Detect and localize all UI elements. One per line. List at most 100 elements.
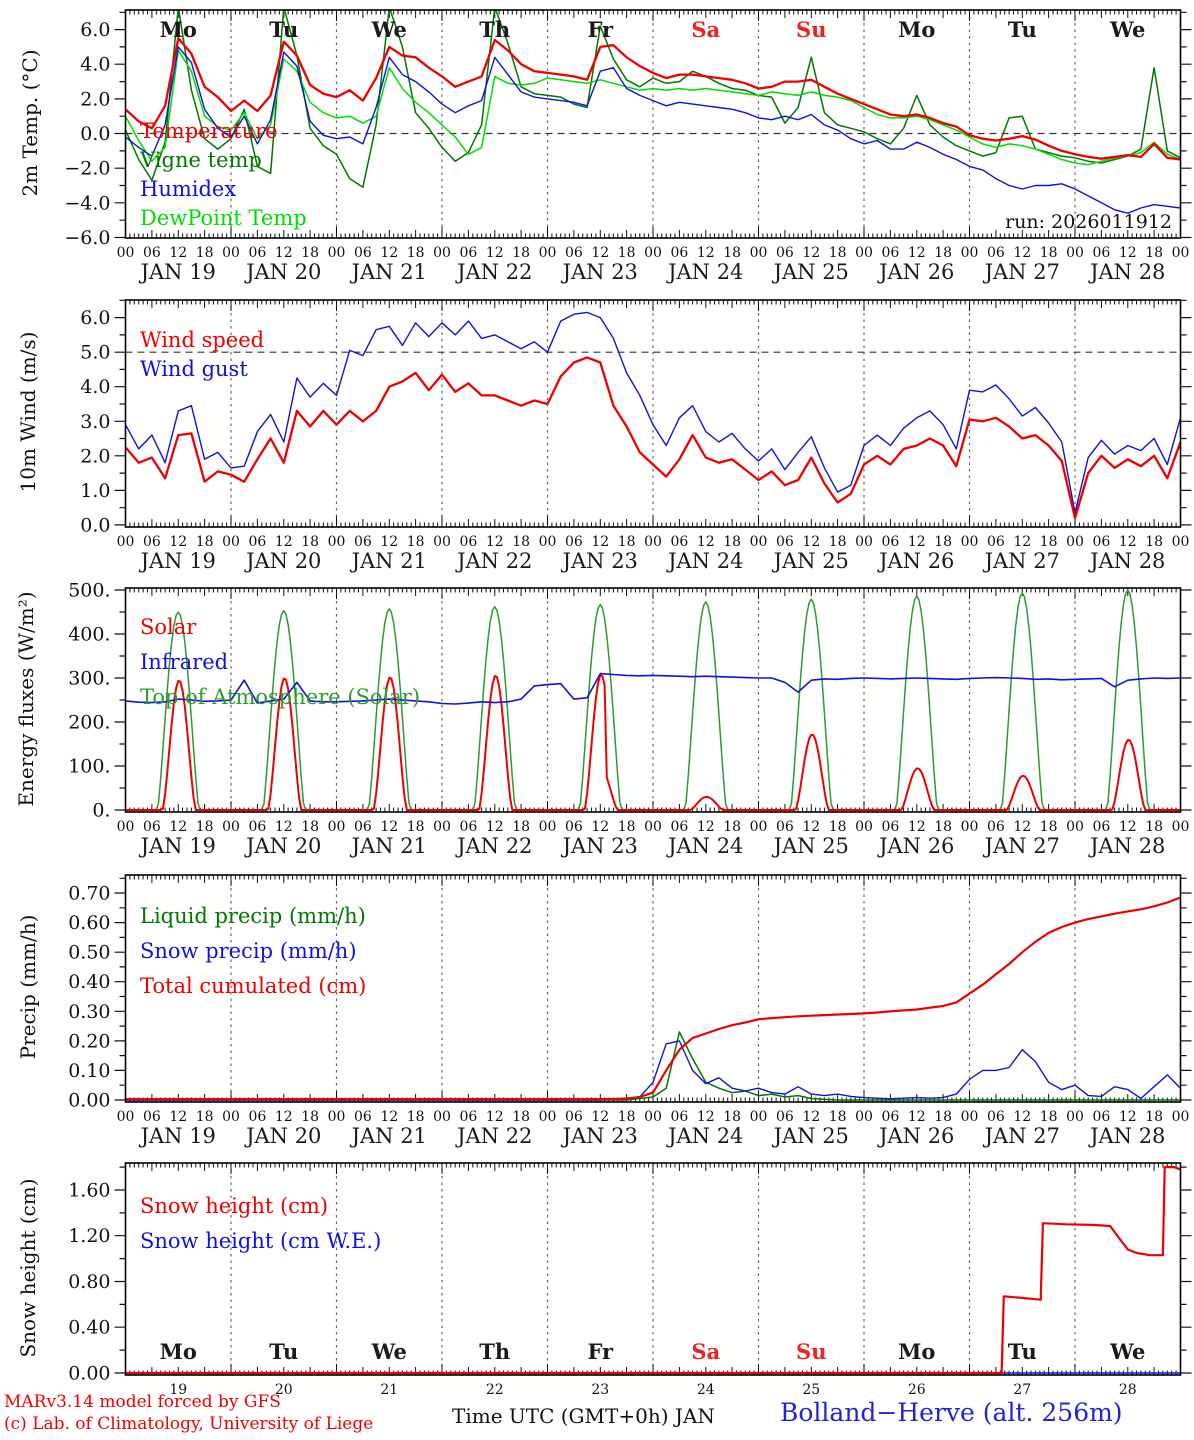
- date-label: JAN 24: [666, 260, 743, 284]
- weekday-label: Tu: [1008, 17, 1037, 42]
- y-tick-label: 500.: [68, 579, 110, 601]
- hour-label: 18: [1040, 245, 1058, 261]
- hour-label: 00: [117, 534, 135, 550]
- hour-label: 12: [802, 534, 820, 550]
- panel-border: [124, 1162, 1182, 1376]
- date-label: JAN 23: [561, 549, 638, 573]
- hour-label: 00: [222, 1109, 240, 1125]
- weekday-label: Mo: [898, 1339, 935, 1364]
- hour-label: 12: [169, 1109, 187, 1125]
- weekday-label: Th: [479, 1339, 510, 1364]
- legend-precip-0: Liquid precip (mm/h): [140, 904, 366, 928]
- hour-label: 12: [591, 245, 609, 261]
- run-stamp: run: 2026011912: [1005, 211, 1172, 233]
- hour-label: 06: [776, 534, 794, 550]
- hour-label: 00: [961, 1109, 979, 1125]
- solar-line: [125, 674, 1181, 811]
- hour-label: 06: [143, 534, 161, 550]
- hour-label: 12: [1013, 534, 1031, 550]
- date-label: JAN 25: [772, 260, 849, 284]
- hour-label: 18: [829, 534, 847, 550]
- hour-label: 18: [512, 1109, 530, 1125]
- legend-energy-fluxes-2: Top of Atmosphere (Solar): [140, 685, 420, 709]
- day-number-label: 26: [908, 1382, 926, 1398]
- hour-label: 18: [829, 245, 847, 261]
- hour-label: 18: [618, 534, 636, 550]
- date-label: JAN 22: [455, 834, 532, 858]
- hour-label: 06: [670, 245, 688, 261]
- hour-label: 12: [1119, 819, 1137, 835]
- y-tick-label: −6.0: [64, 227, 110, 249]
- hour-label: 12: [486, 534, 504, 550]
- hour-label: 00: [539, 245, 557, 261]
- hour-label: 18: [407, 1109, 425, 1125]
- hour-label: 18: [934, 245, 952, 261]
- footer-time-axis-label: Time UTC (GMT+0h) JAN: [452, 1404, 715, 1428]
- hour-label: 18: [407, 245, 425, 261]
- hour-label: 06: [565, 534, 583, 550]
- day-number-label: 19: [169, 1382, 187, 1398]
- hour-label: 06: [1092, 819, 1110, 835]
- hour-label: 12: [380, 1109, 398, 1125]
- hour-label: 12: [1119, 534, 1137, 550]
- date-label: JAN 20: [244, 834, 321, 858]
- y-tick-label: 5.0: [80, 342, 110, 364]
- legend-10m-wind-1: Wind gust: [140, 357, 248, 381]
- hour-label: 00: [328, 245, 346, 261]
- weekday-label: We: [1109, 17, 1145, 42]
- hour-label: 18: [301, 245, 319, 261]
- date-label: JAN 28: [1088, 1124, 1165, 1148]
- date-label: JAN 19: [139, 549, 216, 573]
- hour-label: 18: [196, 534, 214, 550]
- hour-label: 06: [776, 1109, 794, 1125]
- hour-label: 06: [1092, 534, 1110, 550]
- hour-label: 12: [908, 245, 926, 261]
- hour-label: 06: [565, 1109, 583, 1125]
- hour-label: 00: [539, 534, 557, 550]
- hour-label: 12: [486, 1109, 504, 1125]
- hour-label: 00: [1172, 245, 1190, 261]
- y-tick-label: 0.0: [80, 514, 110, 536]
- hour-label: 18: [301, 819, 319, 835]
- hour-label: 00: [1172, 819, 1190, 835]
- y-tick-label: 0.60: [68, 912, 110, 934]
- hour-label: 00: [433, 245, 451, 261]
- hour-label: 00: [117, 245, 135, 261]
- hour-label: 06: [143, 1109, 161, 1125]
- y-tick-label: 0.40: [68, 971, 110, 993]
- date-label: JAN 22: [455, 1124, 532, 1148]
- hour-label: 06: [987, 534, 1005, 550]
- date-label: JAN 27: [983, 260, 1060, 284]
- hour-label: 00: [644, 245, 662, 261]
- hour-label: 18: [1040, 819, 1058, 835]
- hour-label: 00: [117, 819, 135, 835]
- y-tick-label: 0.30: [68, 1001, 110, 1023]
- date-label: JAN 27: [983, 834, 1060, 858]
- weekday-label: Th: [479, 17, 510, 42]
- hour-label: 06: [987, 819, 1005, 835]
- y-tick-label: 2.0: [80, 88, 110, 110]
- hour-label: 12: [697, 245, 715, 261]
- footer-station-label: Bolland−Herve (alt. 256m): [780, 1398, 1123, 1427]
- hour-label: 06: [143, 245, 161, 261]
- hour-label: 12: [802, 819, 820, 835]
- hour-label: 06: [248, 1109, 266, 1125]
- hour-label: 18: [723, 1109, 741, 1125]
- date-label: JAN 24: [666, 549, 743, 573]
- hour-label: 12: [1013, 819, 1031, 835]
- date-label: JAN 19: [139, 260, 216, 284]
- hour-label: 06: [459, 245, 477, 261]
- hour-label: 06: [776, 245, 794, 261]
- hour-label: 06: [354, 245, 372, 261]
- legend-precip-1: Snow precip (mm/h): [140, 939, 357, 963]
- hour-label: 18: [829, 1109, 847, 1125]
- hour-label: 18: [512, 819, 530, 835]
- hour-label: 18: [407, 534, 425, 550]
- hour-label: 12: [275, 819, 293, 835]
- y-tick-label: 1.0: [80, 480, 110, 502]
- hour-label: 12: [275, 534, 293, 550]
- hour-label: 06: [670, 1109, 688, 1125]
- y-tick-label: 2.0: [80, 445, 110, 467]
